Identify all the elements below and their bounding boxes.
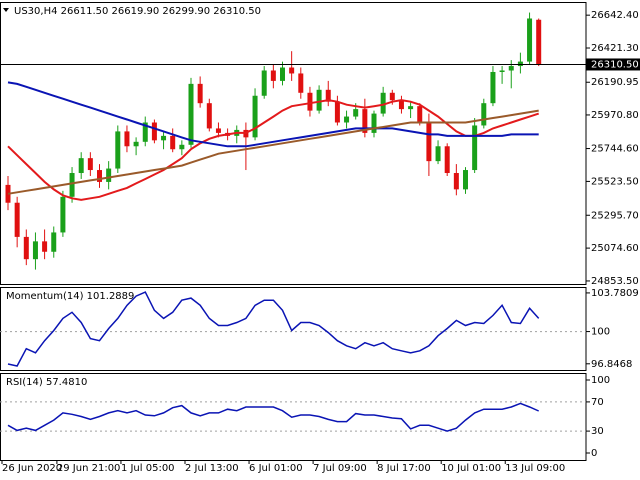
candle-body	[32, 241, 38, 260]
candle-body	[472, 125, 478, 171]
candle-body	[316, 89, 322, 111]
candle-body	[499, 70, 505, 72]
y-tick-label: 25295.70	[591, 210, 639, 221]
candle-body	[508, 66, 514, 71]
x-tick-label: 13 Jul 09:00	[505, 463, 565, 474]
y-tick-label: 25970.80	[591, 110, 639, 121]
panel-frame	[0, 373, 587, 461]
candle-body	[133, 141, 139, 147]
candle-body	[78, 158, 84, 174]
candle-body	[481, 103, 487, 126]
title-marker	[3, 8, 9, 12]
candle-body	[389, 92, 395, 101]
candle-body	[179, 144, 185, 150]
candle-body	[151, 122, 157, 141]
candle-body	[325, 89, 331, 102]
candle-body	[517, 61, 523, 67]
candle-body	[51, 232, 57, 252]
candle-body	[536, 19, 542, 65]
x-tick-label: 7 Jul 09:00	[313, 463, 367, 474]
y-tick-label: 24853.50	[591, 276, 639, 287]
y-tick-label: 26421.30	[591, 43, 639, 54]
candle-body	[87, 158, 93, 171]
candle-body	[289, 67, 295, 74]
candle-body	[270, 70, 276, 81]
candle-body	[161, 135, 167, 141]
indicator-line	[7, 402, 540, 432]
candle-body	[215, 128, 221, 133]
candle-body	[206, 103, 212, 129]
candle-body	[344, 116, 350, 123]
x-tick-label: 2 Jul 13:00	[185, 463, 239, 474]
candle-body	[444, 146, 450, 174]
candle-body	[380, 92, 386, 114]
y-tick-label: 103.7809	[591, 288, 639, 299]
candle-body	[97, 170, 102, 182]
candle-body	[490, 71, 496, 104]
indicator-line	[7, 81, 539, 148]
candle-body	[334, 101, 340, 123]
y-tick-label: 0	[591, 448, 597, 459]
x-tick-label: 6 Jul 01:00	[249, 463, 303, 474]
candle-body	[124, 131, 130, 147]
candle-body	[5, 184, 11, 203]
candle-body	[453, 173, 459, 190]
candle-body	[261, 70, 267, 96]
candle-body	[435, 146, 441, 162]
candle-body	[115, 131, 121, 169]
y-tick-label: 70	[591, 397, 604, 408]
candle-body	[14, 202, 20, 237]
candle-body	[398, 100, 404, 110]
y-tick-label: 25074.60	[591, 243, 639, 254]
candle-body	[362, 109, 368, 133]
candle-body	[170, 135, 176, 150]
x-tick-label: 8 Jul 17:00	[377, 463, 431, 474]
current-price-box	[586, 58, 640, 71]
candle-body	[188, 83, 194, 145]
panel-frame	[0, 2, 587, 285]
y-tick-label: 96.8468	[591, 359, 632, 370]
candle-body	[408, 106, 414, 110]
y-tick-label: 26190.95	[591, 77, 639, 88]
y-tick-label: 30	[591, 426, 604, 437]
panel-title: Momentum(14) 101.2889	[6, 291, 134, 302]
panel-frame	[0, 287, 587, 371]
y-tick-label: 25744.60	[591, 144, 639, 155]
candle-body	[371, 113, 377, 133]
panel-title: RSI(14) 57.4810	[6, 377, 87, 388]
x-tick-label: 29 Jun 21:00	[57, 463, 121, 474]
panel-title: US30,H4 26611.50 26619.90 26299.90 26310…	[14, 6, 261, 17]
y-tick-label: 25523.50	[591, 176, 639, 187]
candle-body	[252, 95, 258, 138]
indicator-line	[7, 99, 540, 201]
y-tick-label: 100	[591, 375, 610, 386]
candle-body	[527, 18, 533, 62]
x-tick-label: 26 Jun 2020	[2, 463, 62, 474]
x-tick-label: 10 Jul 01:00	[441, 463, 501, 474]
indicator-line	[7, 109, 539, 195]
candle-body	[106, 168, 112, 182]
candle-body	[307, 92, 313, 111]
x-tick-label: 1 Jul 05:00	[121, 463, 175, 474]
candle-body	[463, 170, 468, 190]
y-tick-label: 26642.40	[591, 10, 639, 21]
candle-body	[353, 109, 359, 117]
candle-body	[426, 122, 432, 162]
candle-body	[23, 236, 29, 260]
candle-body	[142, 122, 148, 142]
candle-body	[60, 196, 66, 233]
candle-body	[69, 173, 75, 197]
candle-body	[298, 73, 304, 93]
candle-body	[42, 241, 48, 252]
current-price-label: 26310.50	[591, 59, 639, 70]
y-tick-label: 100	[591, 327, 610, 338]
indicator-line	[7, 291, 540, 367]
candle-body	[417, 106, 423, 123]
candle-body	[197, 83, 203, 104]
candle-body	[280, 67, 285, 81]
